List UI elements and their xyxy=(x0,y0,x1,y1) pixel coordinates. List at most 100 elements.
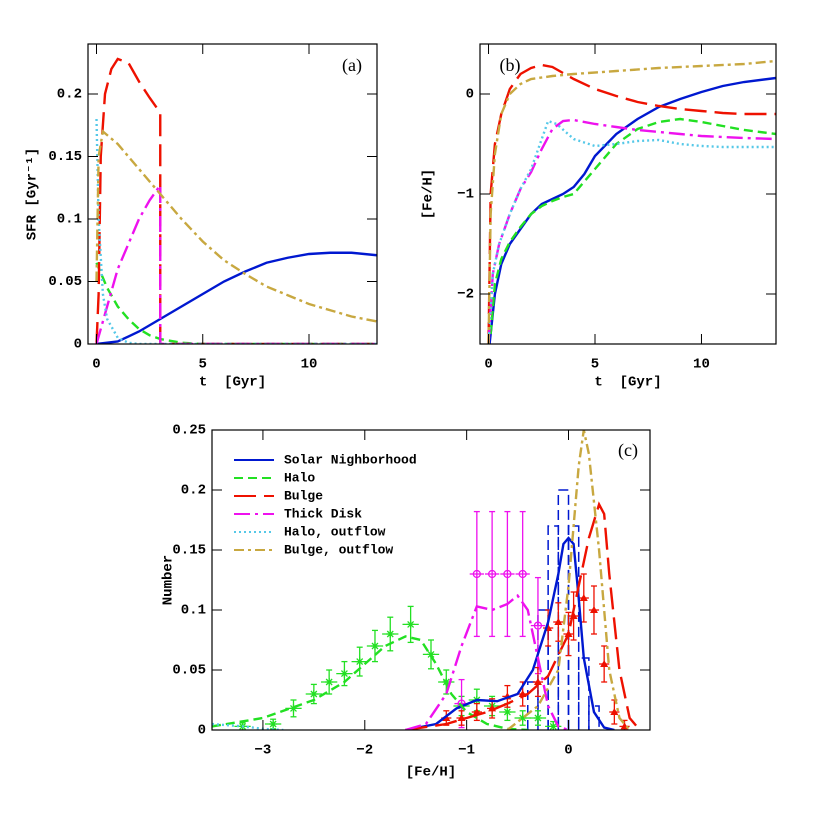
data-point xyxy=(456,710,467,726)
x-tick-label: 0 xyxy=(564,743,572,759)
model-curve xyxy=(487,118,776,344)
marker xyxy=(533,621,543,630)
y-tick-label: 0.2 xyxy=(57,87,82,103)
marker xyxy=(564,630,573,637)
y-axis-label: Number xyxy=(161,555,177,605)
model-curve xyxy=(95,118,377,344)
marker xyxy=(269,720,278,728)
x-axis-label: t [Gyr] xyxy=(594,375,661,391)
plot-area xyxy=(487,59,776,344)
x-axis-label: [Fe/H] xyxy=(406,765,456,781)
plot-area xyxy=(95,57,377,344)
model-curve xyxy=(488,76,776,344)
model-curve xyxy=(405,501,641,730)
marker xyxy=(503,708,512,716)
marker xyxy=(533,678,542,685)
marker xyxy=(518,569,527,579)
x-tick-label: 5 xyxy=(591,357,599,373)
model-curve xyxy=(405,536,615,730)
marker xyxy=(472,569,481,579)
model-curve xyxy=(487,59,776,344)
legend-label: Solar Nighborhood xyxy=(284,452,417,467)
marker xyxy=(406,620,415,629)
data-point xyxy=(500,510,515,638)
data-point xyxy=(553,602,564,642)
data-point xyxy=(578,573,589,623)
panel: 0 5 10 0 0.05 0.1 0.15 0.2 (a) t [Gyr] SFR [Gyr⁻¹] xyxy=(25,43,378,391)
model-curve xyxy=(489,117,776,335)
marker xyxy=(487,569,497,579)
panel: 0 5 10 −2 −1 0 (b) t [Gyr] [Fe/H] xyxy=(421,43,777,391)
data-point xyxy=(543,609,554,647)
data-point xyxy=(471,702,482,722)
data-point xyxy=(366,629,384,663)
data-point xyxy=(515,510,530,638)
y-axis-label: SFR [Gyr⁻¹] xyxy=(25,148,41,240)
data-point xyxy=(320,669,338,695)
y-tick-label: 0.25 xyxy=(172,423,206,439)
model-curve xyxy=(487,63,776,344)
data-point xyxy=(609,699,620,725)
x-axis-label: t [Gyr] xyxy=(199,375,266,391)
model-curve xyxy=(95,129,377,323)
marker xyxy=(325,678,334,686)
histogram-step xyxy=(567,525,580,730)
plot-area xyxy=(212,430,641,730)
marker xyxy=(503,569,512,579)
model-curve xyxy=(96,251,377,344)
panel-label: (b) xyxy=(500,55,521,76)
model-curve xyxy=(212,635,528,730)
histogram-step xyxy=(577,657,590,730)
data-point xyxy=(563,611,574,657)
legend-label: Bulge xyxy=(284,488,323,503)
data-point xyxy=(529,710,547,726)
marker xyxy=(533,714,542,722)
model-curve xyxy=(487,119,776,344)
marker xyxy=(386,630,395,638)
x-tick-label: 0 xyxy=(92,357,100,373)
y-tick-label: 0.15 xyxy=(48,149,82,165)
marker xyxy=(554,618,563,625)
panel-label: (a) xyxy=(342,55,362,76)
panel-label: (c) xyxy=(618,440,638,461)
data-point xyxy=(514,710,531,726)
marker xyxy=(309,690,318,698)
data-point xyxy=(264,718,282,730)
data-point xyxy=(532,666,544,698)
data-point xyxy=(285,699,302,718)
model-curve xyxy=(95,181,377,344)
marker xyxy=(579,594,588,601)
plot-frame xyxy=(87,43,378,345)
y-tick-label: 0.15 xyxy=(172,543,206,559)
marker xyxy=(610,708,619,715)
plot-frame xyxy=(479,43,777,345)
marker xyxy=(355,657,364,666)
data-point xyxy=(402,605,419,644)
x-tick-label: 10 xyxy=(301,357,318,373)
model-curve xyxy=(506,430,631,730)
marker xyxy=(427,650,435,659)
data-point xyxy=(422,639,440,670)
marker xyxy=(518,714,527,722)
x-tick-label: −3 xyxy=(255,743,272,759)
data-point xyxy=(588,585,600,635)
marker xyxy=(457,714,466,721)
y-axis-label: [Fe/H] xyxy=(421,169,437,219)
plot-frame xyxy=(211,429,651,731)
y-tick-label: 0.1 xyxy=(57,212,82,228)
y-tick-label: 0.05 xyxy=(48,274,82,290)
x-tick-label: −2 xyxy=(356,743,373,759)
model-curve xyxy=(95,57,377,344)
x-tick-label: 0 xyxy=(484,357,492,373)
data-point xyxy=(484,510,500,638)
data-point xyxy=(351,646,368,677)
marker xyxy=(600,660,609,667)
y-tick-label: 0.2 xyxy=(181,483,206,499)
y-tick-label: 0 xyxy=(198,723,206,739)
legend-label: Halo, outflow xyxy=(284,524,386,539)
x-tick-label: −1 xyxy=(458,743,475,759)
y-tick-label: −1 xyxy=(457,187,474,203)
marker xyxy=(340,669,349,678)
data-point xyxy=(599,645,610,683)
data-point xyxy=(469,510,484,638)
